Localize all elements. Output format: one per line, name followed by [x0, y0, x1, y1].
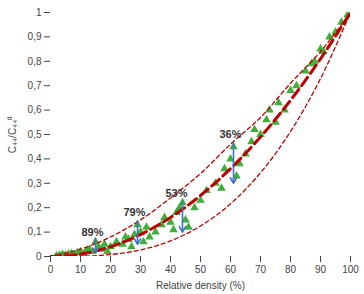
svg-text:100: 100 — [342, 264, 359, 275]
svg-text:0,8: 0,8 — [28, 56, 42, 67]
svg-text:0,2: 0,2 — [28, 202, 42, 213]
svg-text:36%: 36% — [219, 128, 241, 140]
svg-text:0,1: 0,1 — [28, 226, 42, 237]
svg-text:0,9: 0,9 — [28, 31, 42, 42]
svg-text:0,3: 0,3 — [28, 178, 42, 189]
svg-text:30: 30 — [135, 264, 147, 275]
svg-text:53%: 53% — [165, 187, 187, 199]
svg-text:10: 10 — [75, 264, 87, 275]
svg-text:Relative density (%): Relative density (%) — [156, 280, 245, 291]
svg-text:60: 60 — [225, 264, 237, 275]
svg-text:0,5: 0,5 — [28, 129, 42, 140]
svg-text:0,6: 0,6 — [28, 104, 42, 115]
svg-text:0: 0 — [36, 251, 42, 262]
svg-text:80: 80 — [285, 264, 297, 275]
svg-text:79%: 79% — [123, 206, 145, 218]
svg-text:89%: 89% — [81, 226, 103, 238]
svg-text:70: 70 — [255, 264, 267, 275]
svg-text:1: 1 — [36, 7, 42, 18]
svg-text:20: 20 — [105, 264, 117, 275]
svg-text:0,7: 0,7 — [28, 80, 42, 91]
svg-text:90: 90 — [315, 264, 327, 275]
svg-text:0: 0 — [48, 264, 54, 275]
svg-text:C₄₄/C₄₄⁰: C₄₄/C₄₄⁰ — [7, 116, 18, 154]
svg-text:0,4: 0,4 — [28, 153, 42, 164]
svg-text:40: 40 — [165, 264, 177, 275]
svg-text:50: 50 — [195, 264, 207, 275]
